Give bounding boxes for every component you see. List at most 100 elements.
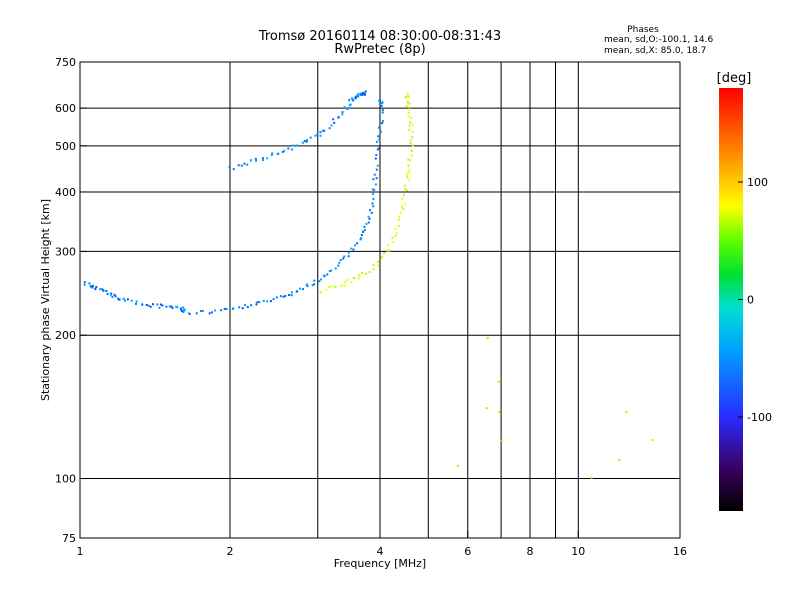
data-point [401, 197, 404, 200]
data-point [370, 211, 373, 214]
data-point [342, 257, 345, 260]
data-point [122, 297, 125, 300]
data-point [360, 234, 363, 237]
data-point [401, 205, 404, 208]
data-point [266, 157, 269, 160]
data-point [240, 164, 243, 167]
data-point [354, 97, 357, 100]
data-point [241, 307, 244, 310]
data-point [161, 304, 164, 307]
data-point [382, 120, 384, 123]
data-point [359, 92, 362, 95]
data-point [362, 92, 365, 95]
x-tick-label: 10 [571, 545, 585, 558]
data-point [352, 248, 355, 251]
data-point [321, 129, 324, 132]
data-point [403, 202, 406, 205]
phases-heading: Phases [627, 25, 659, 35]
data-point [356, 242, 359, 245]
data-point [410, 116, 413, 119]
data-point [95, 286, 98, 288]
data-point [625, 410, 628, 413]
data-point [350, 281, 353, 284]
data-point [363, 229, 366, 232]
data-point [334, 285, 337, 288]
data-point [380, 105, 383, 107]
data-point [381, 109, 384, 112]
colorbar-label: [deg] [717, 71, 752, 86]
data-point [290, 294, 293, 297]
y-tick-label: 600 [55, 102, 76, 115]
data-point [244, 304, 247, 307]
data-point [208, 312, 211, 315]
data-point [409, 121, 412, 124]
data-point [362, 91, 365, 94]
data-point [407, 171, 410, 174]
data-point [175, 305, 178, 308]
data-point [340, 284, 343, 287]
data-point [306, 285, 309, 288]
data-point [404, 96, 407, 99]
data-point [374, 157, 377, 160]
data-point [410, 149, 413, 152]
data-point [223, 307, 226, 310]
data-point [249, 159, 252, 162]
data-point [363, 93, 366, 96]
x-tick-label: 4 [377, 545, 384, 558]
data-point [377, 264, 380, 267]
data-point [284, 294, 287, 297]
data-point [272, 298, 275, 301]
data-point [337, 264, 340, 267]
data-point [497, 380, 500, 383]
data-point [406, 189, 408, 192]
data-point [88, 282, 91, 285]
data-point [379, 130, 382, 133]
colorbar-tick-label: -100 [747, 411, 772, 424]
data-point [109, 293, 112, 296]
data-point [333, 121, 336, 124]
data-point [149, 305, 152, 308]
data-point [332, 118, 335, 121]
data-point [375, 154, 378, 156]
x-axis-label: Frequency [MHz] [334, 557, 426, 570]
data-point [500, 439, 503, 442]
data-point [383, 252, 386, 255]
data-point [90, 285, 93, 288]
data-point [407, 158, 410, 161]
data-point [270, 153, 273, 156]
data-point [590, 476, 593, 479]
data-point [309, 136, 312, 139]
data-point [341, 113, 344, 116]
data-point [375, 168, 378, 171]
data-point [371, 188, 374, 191]
data-point [238, 306, 241, 309]
y-tick-label: 200 [55, 329, 76, 342]
data-point [261, 157, 264, 160]
data-point [176, 306, 179, 309]
data-point [486, 336, 489, 339]
data-point [106, 292, 109, 295]
data-point [111, 295, 114, 298]
data-point [320, 278, 322, 281]
data-point [407, 115, 410, 118]
data-point [485, 407, 488, 410]
data-point [306, 139, 309, 142]
data-point [279, 295, 282, 298]
data-point [344, 281, 347, 284]
data-point [232, 168, 235, 171]
data-point [195, 312, 198, 315]
data-point [349, 103, 352, 106]
data-point [361, 272, 364, 274]
data-point [101, 288, 104, 291]
x-tick-label: 1 [77, 545, 84, 558]
data-point [313, 279, 316, 282]
phases-o-stats: mean, sd,O:-100.1, 14.6 [604, 35, 714, 45]
data-point [311, 284, 314, 287]
data-point [347, 255, 350, 258]
data-point [281, 150, 284, 153]
data-point [182, 311, 185, 313]
data-point [374, 183, 377, 186]
data-point [318, 280, 321, 283]
data-point [201, 309, 204, 312]
data-point [387, 243, 389, 246]
